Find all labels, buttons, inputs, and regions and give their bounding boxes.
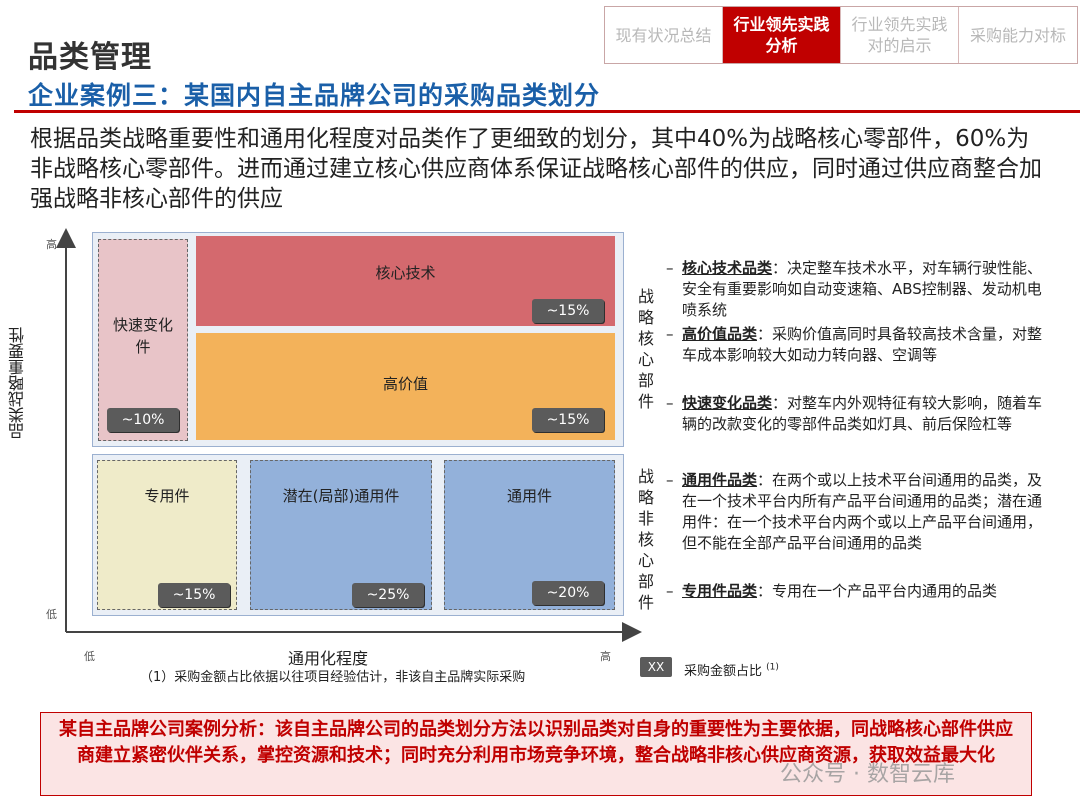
x-tick-high: 高: [600, 650, 611, 663]
footnote: （1）采购金额占比依据以往项目经验估计，非该自主品牌实际采购: [140, 670, 526, 685]
tab-capability-benchmark[interactable]: 采购能力对标: [969, 25, 1066, 45]
cell-core-tech-label: 核心技术: [375, 264, 436, 282]
dash-icon: –: [666, 394, 674, 412]
legend-swatch: XX: [640, 657, 672, 677]
dash-icon: –: [666, 582, 674, 600]
band-label-core: 战略核心部件: [637, 287, 654, 411]
pct-badge-high-value: ~15%: [532, 408, 604, 432]
desc-special-parts: – 专用件品类：专用在一个产品平台内通用的品类: [666, 582, 998, 600]
pct-badge-fast-change: ~10%: [107, 408, 179, 432]
tab-current-status[interactable]: 现有状况总结: [605, 7, 723, 63]
cell-fast-change-label: 快速变化件: [113, 316, 174, 356]
dash-icon: –: [666, 259, 674, 277]
cell-general-parts-label: 通用件: [506, 487, 552, 505]
dash-icon: –: [666, 471, 674, 489]
desc-core-tech: – 核心技术品类：决定整车技术水平，对车辆行驶性能、安全有重要影响如自动变速箱、…: [666, 259, 1043, 319]
tab-practice-insights[interactable]: 行业领先实践 对的启示: [841, 7, 959, 63]
desc-fast-change: – 快速变化品类：对整车内外观特征有较大影响，随着车辆的改款变化的零部件品类如灯…: [666, 394, 1043, 433]
watermark: 公众号 · 数智云库: [780, 762, 955, 787]
cell-special-parts-label: 专用件: [144, 487, 190, 505]
x-axis-title: 通用化程度: [288, 649, 369, 668]
y-axis-title: 品类战略重要性: [8, 327, 27, 439]
pct-badge-core-tech: ~15%: [532, 299, 604, 323]
section-nav: 现有状况总结 行业领先实践 分析 行业领先实践 对的启示 采购能力对标: [604, 6, 1078, 64]
pct-badge-special-parts: ~15%: [158, 583, 230, 607]
cell-potential-general-label: 潜在(局部)通用件: [282, 487, 400, 505]
tab-industry-practice[interactable]: 行业领先实践 分析: [723, 7, 841, 63]
page-subtitle: 企业案例三：某国内自主品牌公司的采购品类划分: [28, 81, 601, 110]
x-tick-low: 低: [84, 650, 95, 663]
cell-high-value-label: 高价值: [382, 375, 428, 393]
desc-high-value: – 高价值品类：采购价值高同时具备较高技术含量，对整车成本影响较大如动力转向器、…: [666, 325, 1043, 364]
dash-icon: –: [666, 325, 674, 343]
pct-badge-general-parts: ~20%: [532, 581, 604, 605]
intro-text: 根据品类战略重要性和通用化程度对品类作了更细致的划分，其中40%为战略核心零部件…: [30, 126, 1042, 212]
cell-fast-change: 快速变化件: [98, 239, 188, 441]
band-bracket: [656, 232, 668, 622]
band-label-noncore: 战略非核心部件: [637, 467, 654, 612]
y-tick-low: 低: [46, 608, 57, 621]
desc-general-parts: – 通用件品类：在两个或以上技术平台间通用的品类，及在一个技术平台内所有产品平台…: [666, 471, 1043, 552]
page-title: 品类管理: [28, 40, 152, 75]
title-divider: [14, 110, 1080, 113]
legend-label: 采购金额占比 (1): [684, 662, 779, 679]
pct-badge-potential-general: ~25%: [352, 583, 424, 607]
y-tick-high: 高: [46, 238, 57, 251]
conclusion-box: 某自主品牌公司案例分析：该自主品牌公司的品类划分方法以识别品类对自身的重要性为主…: [40, 712, 1032, 796]
